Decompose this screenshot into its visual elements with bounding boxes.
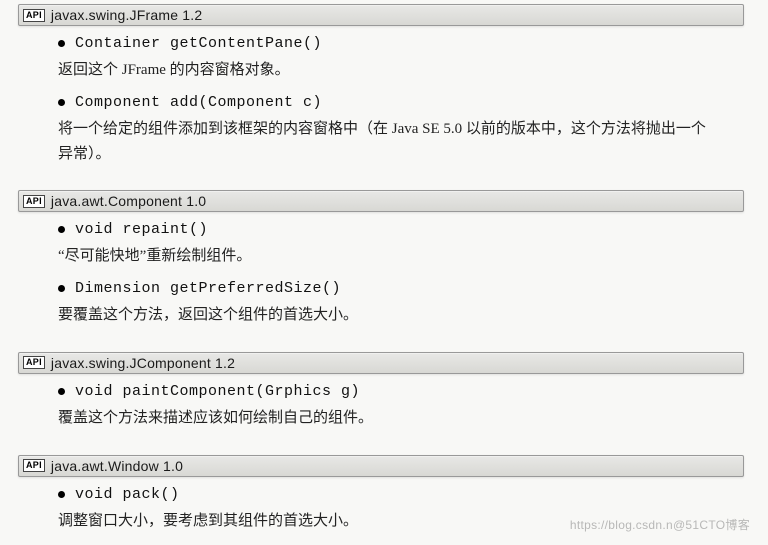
method-description: 要覆盖这个方法，返回这个组件的首选大小。 [58, 303, 720, 328]
api-method-item: Dimension getPreferredSize() 要覆盖这个方法，返回这… [58, 279, 720, 328]
bullet-icon [58, 226, 65, 233]
method-signature: void pack() [75, 486, 180, 503]
api-badge: API [23, 356, 45, 369]
method-description: 覆盖这个方法来描述应该如何绘制自己的组件。 [58, 406, 720, 431]
api-section: API java.awt.Component 1.0 void repaint(… [0, 190, 768, 344]
api-method-item: Container getContentPane() 返回这个 JFrame 的… [58, 34, 720, 83]
api-method-item: void repaint() “尽可能快地”重新绘制组件。 [58, 220, 720, 269]
bullet-icon [58, 285, 65, 292]
api-class-title: java.awt.Component 1.0 [51, 193, 206, 209]
method-signature: void repaint() [75, 221, 208, 238]
api-header: API javax.swing.JComponent 1.2 [18, 352, 744, 374]
api-header: API java.awt.Component 1.0 [18, 190, 744, 212]
api-class-title: javax.swing.JFrame 1.2 [51, 7, 202, 23]
method-description: 返回这个 JFrame 的内容窗格对象。 [58, 58, 720, 83]
bullet-icon [58, 40, 65, 47]
api-body: void repaint() “尽可能快地”重新绘制组件。 Dimension … [0, 212, 748, 344]
api-section: API javax.swing.JFrame 1.2 Container get… [0, 4, 768, 182]
api-badge: API [23, 9, 45, 22]
bullet-icon [58, 99, 65, 106]
method-signature: Component add(Component c) [75, 94, 322, 111]
bullet-icon [58, 388, 65, 395]
api-class-title: java.awt.Window 1.0 [51, 458, 183, 474]
method-signature: Dimension getPreferredSize() [75, 280, 341, 297]
api-body: Container getContentPane() 返回这个 JFrame 的… [0, 26, 748, 182]
api-header: API java.awt.Window 1.0 [18, 455, 744, 477]
api-header: API javax.swing.JFrame 1.2 [18, 4, 744, 26]
api-class-title: javax.swing.JComponent 1.2 [51, 355, 235, 371]
api-section: API javax.swing.JComponent 1.2 void pain… [0, 352, 768, 447]
api-badge: API [23, 459, 45, 472]
api-body: void paintComponent(Grphics g) 覆盖这个方法来描述… [0, 374, 748, 447]
api-method-item: Component add(Component c) 将一个给定的组件添加到该框… [58, 93, 720, 167]
method-signature: Container getContentPane() [75, 35, 322, 52]
method-description: 将一个给定的组件添加到该框架的内容窗格中（在 Java SE 5.0 以前的版本… [58, 117, 720, 167]
method-description: “尽可能快地”重新绘制组件。 [58, 244, 720, 269]
api-badge: API [23, 195, 45, 208]
api-method-item: void paintComponent(Grphics g) 覆盖这个方法来描述… [58, 382, 720, 431]
bullet-icon [58, 491, 65, 498]
method-signature: void paintComponent(Grphics g) [75, 383, 360, 400]
